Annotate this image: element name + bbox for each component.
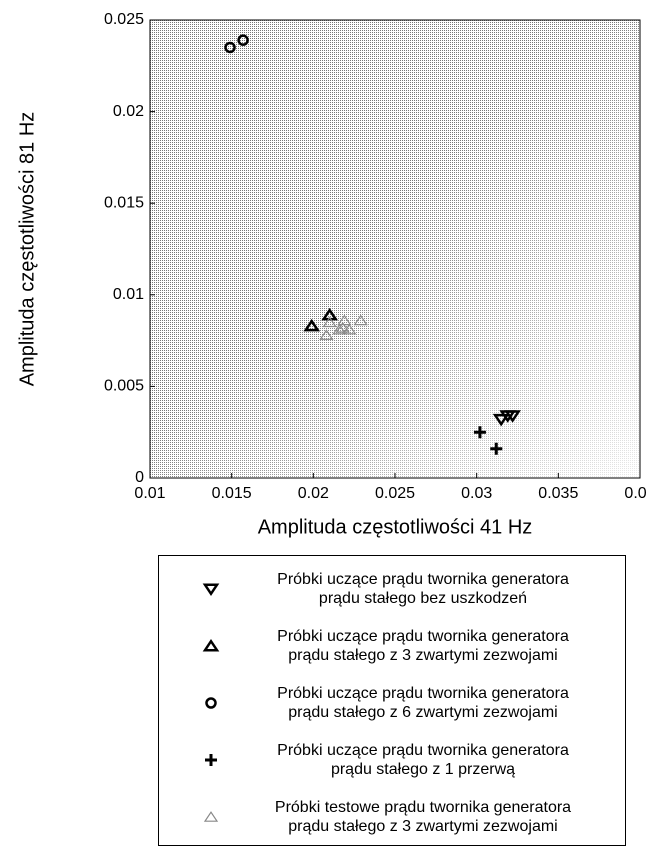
legend-label: Próbki uczące prądu twornika generatora …	[277, 684, 569, 721]
point	[342, 323, 357, 335]
x-tick-label: 0.03	[461, 485, 492, 502]
y-tick-label: 0.02	[113, 103, 144, 120]
legend-symbol	[205, 753, 217, 766]
point	[321, 307, 339, 321]
x-tick-label: 0.04	[624, 485, 647, 502]
point	[322, 316, 337, 328]
legend-label: Próbki uczące prądu twornika generatora …	[277, 627, 569, 664]
legend-entry: Próbki uczące prądu twornika generatora …	[159, 560, 625, 617]
point	[203, 810, 219, 822]
x-tick-label: 0.015	[212, 485, 252, 502]
chart: Amplituda częstotliwości 41 Hz Amplituda…	[16, 11, 647, 538]
point	[353, 314, 368, 326]
legend-entry: Próbki uczące prądu twornika generatora …	[159, 674, 625, 731]
point	[332, 323, 347, 335]
point	[303, 318, 321, 332]
point	[490, 442, 503, 455]
x-tick-label: 0.035	[538, 485, 578, 502]
y-tick-label: 0.01	[113, 286, 144, 303]
y-tick-label: 0.025	[104, 11, 144, 28]
legend-label: Próbki uczące prądu twornika generatora …	[277, 741, 569, 778]
legend: Próbki uczące prądu twornika generatora …	[158, 555, 626, 846]
point	[224, 41, 236, 54]
legend-symbol	[203, 810, 219, 822]
x-tick-label: 0.025	[375, 485, 415, 502]
point	[319, 329, 334, 340]
plot-shade	[150, 20, 640, 478]
point	[335, 321, 350, 333]
y-tick-label: 0	[135, 469, 144, 486]
legend-symbol	[202, 638, 220, 651]
x-tick-label: 0.02	[298, 485, 329, 502]
legend-entry: Próbki testowe prądu twornika generatora…	[159, 788, 625, 845]
legend-symbol	[205, 696, 217, 709]
legend-label: Próbki testowe prądu twornika generatora…	[274, 798, 572, 835]
point	[492, 413, 510, 427]
point	[202, 583, 220, 596]
legend-entry: Próbki uczące prądu twornika generatora …	[159, 731, 625, 788]
point	[473, 426, 486, 439]
y-tick-label: 0.015	[104, 194, 144, 211]
point	[237, 34, 249, 46]
x-axis-label: Amplituda częstotliwości 41 Hz	[258, 516, 533, 538]
y-axis-label: Amplituda częstotliwości 81 Hz	[16, 112, 38, 387]
point	[337, 314, 352, 326]
legend-label: Próbki uczące prądu twornika generatora …	[277, 570, 569, 607]
legend-symbol	[202, 583, 220, 596]
point	[202, 638, 220, 651]
x-tick-label: 0.01	[134, 485, 165, 502]
point	[205, 753, 217, 766]
legend-entry: Próbki uczące prądu twornika generatora …	[159, 617, 625, 674]
point	[205, 696, 217, 709]
point	[504, 410, 521, 423]
y-tick-label: 0.005	[104, 378, 144, 395]
